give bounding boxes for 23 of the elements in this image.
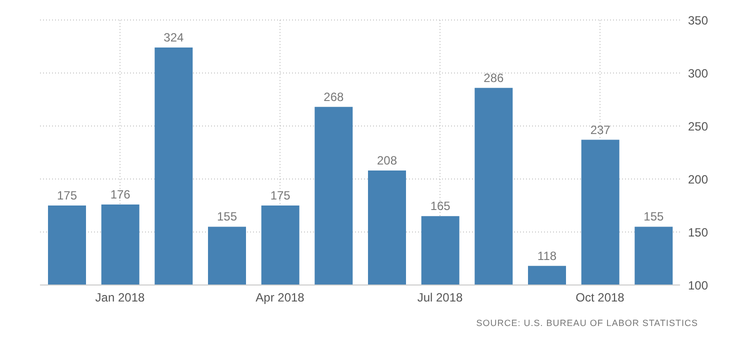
y-tick-label: 150 [688,225,708,240]
y-tick-label: 300 [688,66,708,80]
data-label: 237 [590,122,611,137]
x-tick-label: Jan 2018 [95,290,146,305]
data-label: 155 [644,210,664,224]
y-tick-label: 200 [688,172,708,186]
data-label: 268 [324,90,344,104]
x-tick-label: Jul 2018 [417,290,464,305]
data-label: 175 [270,188,291,202]
data-label: 286 [484,70,504,85]
y-tick-label: 250 [688,119,708,134]
data-label: 175 [56,188,78,202]
data-label: 118 [537,248,557,263]
data-label: 155 [216,210,238,224]
y-tick-label: 350 [688,13,708,28]
x-tick-label: Apr 2018 [256,290,305,305]
data-label: 324 [164,30,184,45]
data-label: 208 [376,154,398,168]
y-tick-label: 100 [688,278,708,292]
data-label: 176 [110,187,131,202]
data-label: 165 [430,199,451,214]
x-tick-label: Oct 2018 [576,290,625,305]
source-note: SOURCE: U.S. BUREAU OF LABOR STATISTICS [476,318,698,328]
